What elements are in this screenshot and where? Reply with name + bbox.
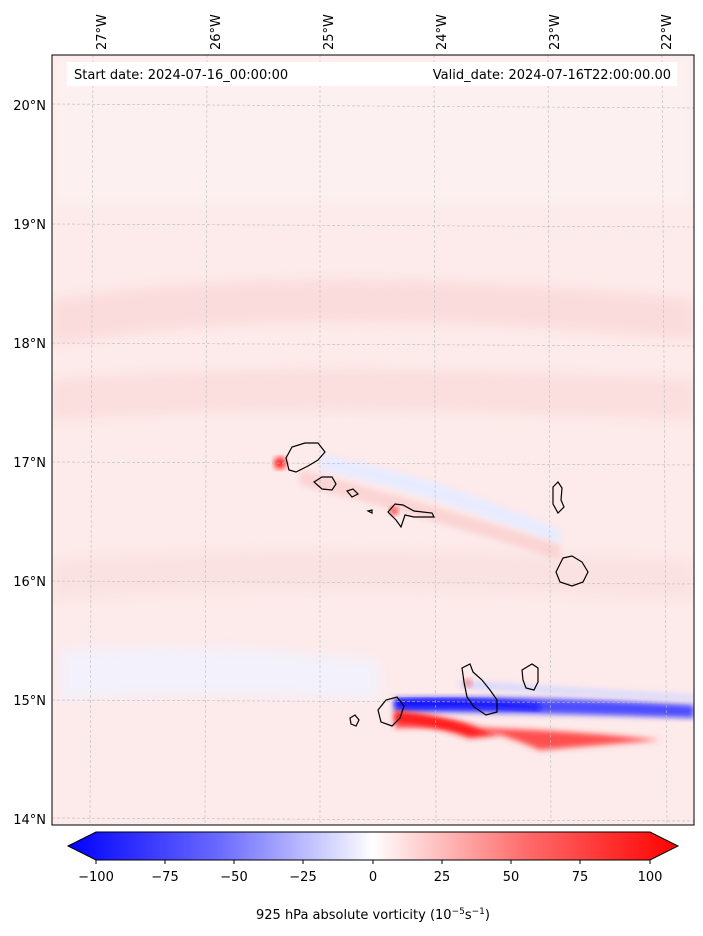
colorbar-tick-label: 75 <box>572 870 589 885</box>
island-santiago <box>461 663 498 716</box>
island-boa-vista <box>555 555 589 587</box>
lon-tick-label: 25°W <box>322 14 337 50</box>
lat-tick-label: 15°N <box>13 694 46 709</box>
lat-tick-label: 14°N <box>13 813 46 828</box>
lat-tick-label: 18°N <box>13 337 46 352</box>
lon-tick-label: 23°W <box>548 14 563 50</box>
colorbar-tick-label: −75 <box>151 870 178 885</box>
colorbar-tick-label: 25 <box>434 870 451 885</box>
coastlines <box>285 442 589 727</box>
date-info-box <box>67 62 677 86</box>
colorbar-bar <box>66 831 680 861</box>
colorbar-tick-label: 100 <box>638 870 663 885</box>
map-frame <box>51 54 695 826</box>
longitude-tick-labels: 27°W 26°W 25°W 24°W 23°W 22°W <box>95 14 675 50</box>
lon-tick-label: 26°W <box>209 14 224 50</box>
lat-tick-label: 17°N <box>13 456 46 471</box>
island-sao-nicolau <box>387 503 435 529</box>
colorbar-tick-label: −100 <box>78 870 114 885</box>
island-fogo <box>377 696 405 727</box>
island-santa-luzia <box>345 488 360 498</box>
latitude-tick-labels: 20°N 19°N 18°N 17°N 16°N 15°N 14°N <box>13 99 46 828</box>
colorbar-tick-label: −50 <box>220 870 247 885</box>
lon-tick-label: 27°W <box>95 14 110 50</box>
colorbar-ticks <box>95 860 651 864</box>
island-sal <box>552 481 565 514</box>
island-sao-vicente <box>312 476 337 491</box>
lon-tick-label: 24°W <box>435 14 450 50</box>
island-branco <box>366 509 373 514</box>
colorbar: −100 −75 −50 −25 0 25 50 75 100 925 hPa … <box>66 831 680 923</box>
vorticity-field <box>52 55 694 825</box>
lat-tick-label: 20°N <box>13 99 46 114</box>
graticule <box>52 55 694 825</box>
island-santo-antao <box>285 442 326 473</box>
colorbar-title: 925 hPa absolute vorticity (10−5s−1) <box>256 907 490 923</box>
colorbar-tick-label: −25 <box>289 870 316 885</box>
island-maio <box>521 663 539 691</box>
lon-tick-label: 22°W <box>660 14 675 50</box>
colorbar-tick-label: 0 <box>369 870 377 885</box>
colorbar-tick-label: 50 <box>503 870 520 885</box>
island-brava <box>349 714 360 727</box>
start-date-label: Start date: 2024-07-16_00:00:00 <box>74 68 288 83</box>
valid-date-label: Valid_date: 2024-07-16T22:00:00.00 <box>433 68 671 83</box>
lat-tick-label: 19°N <box>13 218 46 233</box>
lat-tick-label: 16°N <box>13 575 46 590</box>
